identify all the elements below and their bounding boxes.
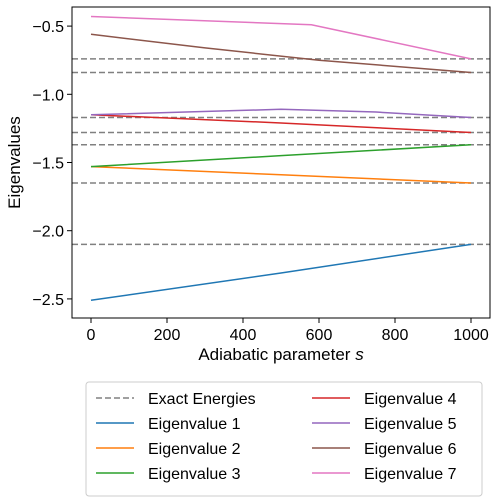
legend-label: Eigenvalue 1 (148, 416, 241, 433)
y-axis-label: Eigenvalues (5, 116, 24, 209)
y-tick-label: −2.5 (32, 292, 64, 309)
series-line-eigenvalue-1 (90, 243, 472, 302)
legend: Exact Energies Eigenvalue 1 Eigenvalue 2 Ei… (85, 381, 483, 497)
x-axis-label-variable: s (355, 345, 364, 364)
x-tick-label: 400 (230, 327, 257, 344)
legend-box (85, 381, 483, 497)
x-axis-label: Adiabatic parameter s (198, 345, 364, 364)
series-line-eigenvalue-5 (90, 108, 472, 119)
series-line-eigenvalue-2 (90, 165, 472, 184)
series-line-eigenvalue-6 (90, 33, 472, 74)
y-tick-label: −1.0 (32, 87, 64, 104)
x-axis-label-text: Adiabatic parameter (198, 345, 350, 364)
series-line-eigenvalue-3 (90, 144, 472, 168)
x-tick-label: 1000 (453, 327, 489, 344)
series-line-eigenvalue-4 (90, 114, 472, 134)
series-line-eigenvalue-7 (90, 15, 472, 60)
legend-label: Exact Energies (148, 391, 256, 408)
y-tick-label: −2.0 (32, 224, 64, 241)
eigenvalue-series-lines (90, 15, 472, 302)
legend-label: Eigenvalue 4 (364, 391, 457, 408)
legend-label: Eigenvalue 2 (148, 441, 241, 458)
x-tick-label: 0 (87, 327, 96, 344)
legend-label: Eigenvalue 7 (364, 466, 457, 483)
legend-label: Eigenvalue 3 (148, 466, 241, 483)
plot-area (72, 15, 490, 302)
exact-energy-lines (72, 58, 490, 246)
legend-label: Eigenvalue 6 (364, 441, 457, 458)
legend-label: Eigenvalue 5 (364, 416, 457, 433)
y-tick-label: −0.5 (32, 19, 64, 36)
y-tick-label: −1.5 (32, 156, 64, 173)
x-tick-label: 600 (306, 327, 333, 344)
legend-entries: Exact Energies Eigenvalue 1 Eigenvalue 2 Ei… (96, 391, 457, 483)
y-axis-ticks: −2.5 −2.0 −1.5 −1.0 −0.5 (32, 19, 72, 309)
x-axis-ticks: 0 200 400 600 800 1000 (87, 318, 489, 344)
x-tick-label: 800 (382, 327, 409, 344)
x-tick-label: 200 (154, 327, 181, 344)
